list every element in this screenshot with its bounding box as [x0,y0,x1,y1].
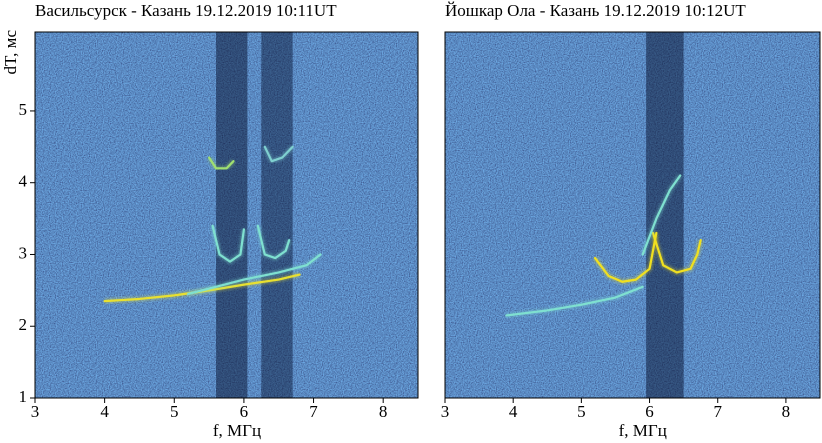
y-tick-label: 4 [19,172,28,191]
x-axis-label: f, МГц [619,421,667,440]
y-tick-label: 3 [19,243,28,262]
x-tick-label: 6 [240,402,249,421]
trace [505,285,644,317]
y-tick-label: 5 [19,100,28,119]
y-axis-label: dT, мс [1,30,20,75]
x-tick-label: 5 [170,402,179,421]
x-tick-label: 5 [577,402,586,421]
x-tick-label: 8 [379,402,388,421]
noise [445,32,820,398]
dark-band [261,32,293,398]
trace [187,253,322,296]
x-tick-label: 3 [31,402,40,421]
x-axis-label: f, МГц [213,421,261,440]
trace [211,224,246,263]
x-tick-label: 7 [713,402,722,421]
plot-area [35,32,418,398]
x-tick-label: 8 [782,402,791,421]
trace [263,145,294,163]
dark-band [216,32,248,398]
dark-band [646,32,684,398]
chart-title: Васильсурск - Казань 19.12.2019 10:11UT [35,1,337,20]
y-tick-label: 1 [19,387,28,406]
trace [593,231,658,283]
x-tick-label: 4 [509,402,518,421]
x-tick-label: 7 [309,402,318,421]
chart-title: Йошкар Ола - Казань 19.12.2019 10:12UT [445,1,746,20]
plot-area [445,32,820,398]
x-tick-label: 3 [441,402,450,421]
trace [641,174,682,256]
trace [256,224,291,260]
trace [651,231,702,274]
x-tick-label: 4 [100,402,109,421]
x-tick-label: 6 [645,402,654,421]
frame [34,31,419,399]
y-tick-label: 2 [19,315,28,334]
frame [444,31,821,399]
trace [207,156,235,170]
